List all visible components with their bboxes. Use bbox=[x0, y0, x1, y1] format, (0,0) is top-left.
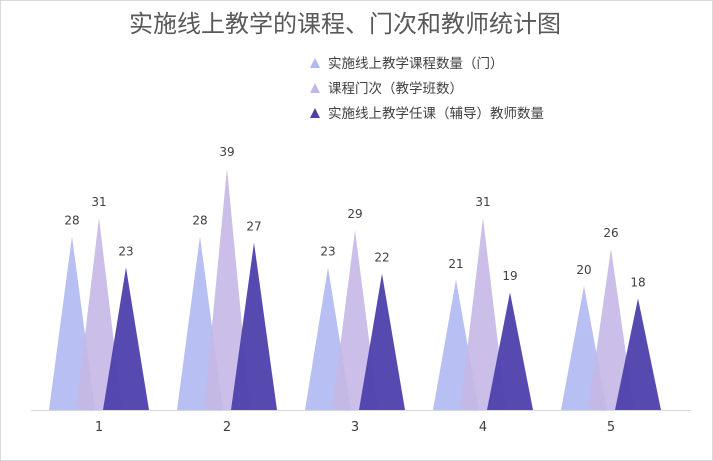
data-label: 31 bbox=[91, 195, 106, 209]
legend-marker-1 bbox=[310, 58, 320, 68]
bar-series-3-cat-2 bbox=[231, 242, 277, 410]
category-labels: 1 2 3 4 5 bbox=[95, 420, 615, 435]
category-label: 5 bbox=[607, 420, 615, 435]
data-label: 23 bbox=[118, 244, 133, 258]
legend-marker-2 bbox=[310, 83, 320, 93]
bar-series-3-cat-4 bbox=[487, 292, 533, 410]
data-labels: 28 31 23 28 39 27 23 29 22 21 31 19 20 26 18 bbox=[64, 145, 645, 289]
data-label: 31 bbox=[475, 195, 490, 209]
bar-series-2-cat-1 bbox=[76, 217, 122, 410]
data-label: 23 bbox=[320, 244, 335, 258]
data-label: 26 bbox=[603, 226, 618, 240]
bars bbox=[49, 168, 661, 410]
bar-series-2-cat-3 bbox=[332, 230, 378, 410]
bar-series-2-cat-2 bbox=[204, 168, 250, 410]
data-label: 18 bbox=[630, 275, 645, 289]
legend-label-2: 课程门次（教学班数） bbox=[328, 81, 463, 97]
data-label: 20 bbox=[576, 263, 591, 277]
data-label: 29 bbox=[347, 207, 362, 221]
data-label: 39 bbox=[219, 145, 234, 159]
data-label: 19 bbox=[502, 269, 517, 283]
legend: 实施线上教学课程数量（门） 课程门次（教学班数） 实施线上教学任课（辅导）教师数量 bbox=[310, 56, 544, 122]
bar-series-3-cat-3 bbox=[359, 273, 405, 410]
bar-series-3-cat-1 bbox=[103, 267, 149, 410]
data-label: 28 bbox=[64, 213, 79, 227]
data-label: 27 bbox=[246, 220, 261, 234]
bar-series-3-cat-5 bbox=[615, 298, 661, 410]
bar-series-2-cat-4 bbox=[460, 217, 506, 410]
legend-marker-3 bbox=[310, 108, 320, 118]
category-label: 2 bbox=[223, 420, 231, 435]
legend-label-3: 实施线上教学任课（辅导）教师数量 bbox=[328, 106, 544, 122]
legend-label-1: 实施线上教学课程数量（门） bbox=[328, 56, 504, 72]
data-label: 21 bbox=[448, 257, 463, 271]
data-label: 28 bbox=[192, 213, 207, 227]
chart-title: 实施线上教学的课程、门次和教师统计图 bbox=[129, 10, 561, 38]
bar-series-2-cat-5 bbox=[588, 248, 634, 410]
category-label: 1 bbox=[95, 420, 103, 435]
category-label: 4 bbox=[479, 420, 487, 435]
data-label: 22 bbox=[374, 251, 389, 265]
category-label: 3 bbox=[351, 420, 359, 435]
